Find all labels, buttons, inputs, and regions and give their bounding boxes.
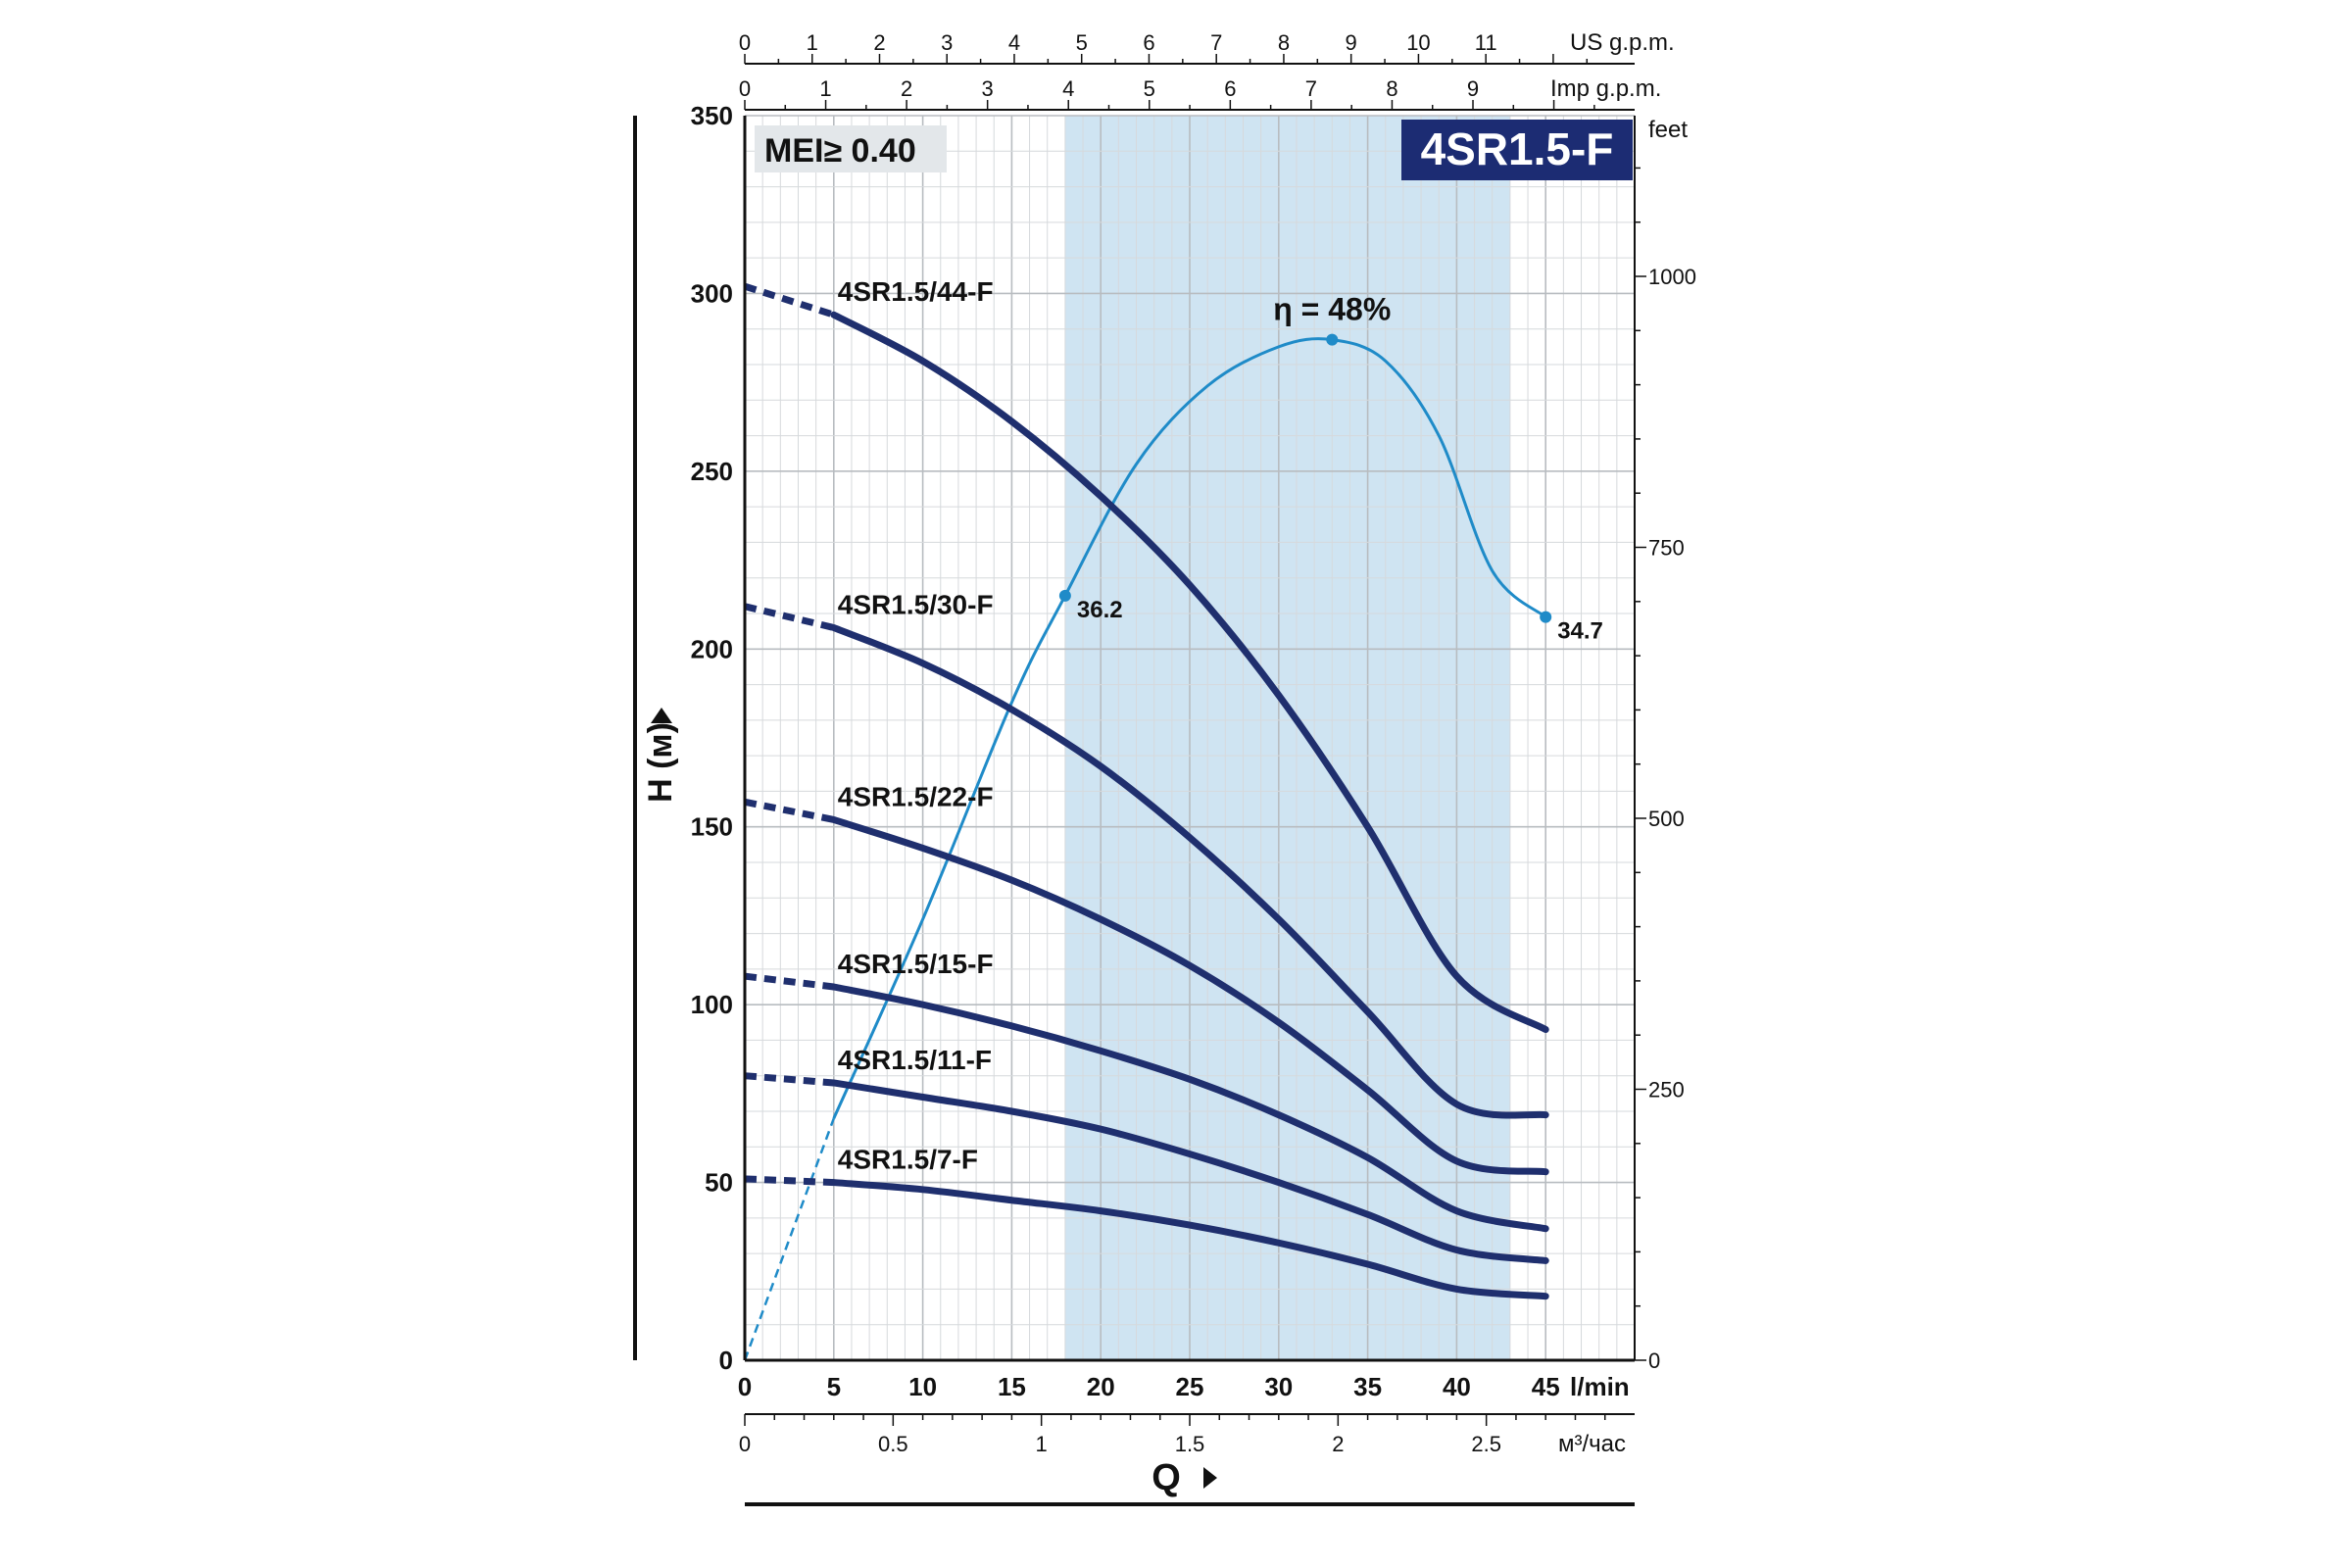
mei-badge: MEI≥ 0.40 — [764, 132, 916, 170]
axes — [633, 54, 1646, 1506]
efficiency-point — [1540, 611, 1552, 623]
title-background — [1401, 120, 1633, 180]
series-label: 4SR1.5/30-F — [838, 590, 994, 620]
y-axis-arrow-icon — [651, 708, 672, 723]
x-axis-title: Q — [1152, 1457, 1181, 1498]
x-unit-label: l/min — [1570, 1372, 1630, 1401]
us-gpm-tick-label: 0 — [739, 30, 751, 55]
y-tick-label: 100 — [691, 990, 733, 1019]
feet-unit-label: feet — [1648, 117, 1688, 143]
us-gpm-tick-label: 5 — [1076, 30, 1088, 55]
imp-gpm-tick-label: 7 — [1305, 76, 1317, 101]
series-dashed-line — [744, 798, 835, 823]
imp-gpm-tick-label: 4 — [1062, 76, 1074, 101]
series-label: 4SR1.5/7-F — [838, 1145, 978, 1175]
feet-tick-label: 500 — [1648, 807, 1685, 831]
series-dashed-line — [744, 1175, 834, 1187]
series-dashed-line — [744, 1072, 835, 1087]
m3h-tick-label: 1 — [1036, 1432, 1048, 1456]
imp-gpm-tick-label: 3 — [982, 76, 994, 101]
x-tick-label: 15 — [998, 1372, 1026, 1401]
m3h-tick-label: 0 — [739, 1432, 751, 1456]
feet-tick-label: 1000 — [1648, 265, 1696, 289]
series-line — [830, 1179, 1549, 1300]
imp-gpm-tick-label: 6 — [1224, 76, 1236, 101]
imp-gpm-tick-label: 8 — [1386, 76, 1397, 101]
series-dashed-line — [743, 282, 835, 318]
y-axis-title: H (м) — [642, 722, 679, 803]
series-label: 4SR1.5/15-F — [838, 949, 994, 979]
series-line — [830, 311, 1549, 1034]
efficiency-point — [1326, 333, 1339, 346]
m3h-tick-label: 1.5 — [1175, 1432, 1205, 1456]
y-tick-label: 200 — [691, 634, 733, 663]
y-tick-label: 0 — [719, 1346, 733, 1375]
grid — [744, 115, 1636, 1361]
x-tick-label: 0 — [738, 1372, 752, 1401]
y-tick-label: 350 — [691, 101, 733, 130]
us-gpm-tick-label: 2 — [873, 30, 885, 55]
x-tick-label: 10 — [908, 1372, 937, 1401]
y-tick-label: 250 — [691, 457, 733, 486]
m3h-tick-label: 2 — [1332, 1432, 1344, 1456]
us-gpm-tick-label: 11 — [1475, 30, 1497, 55]
us-gpm-tick-label: 7 — [1210, 30, 1222, 55]
efficiency-label: η = 48% — [1273, 292, 1391, 327]
series-line — [830, 1079, 1549, 1264]
us-gpm-tick-label: 4 — [1008, 30, 1020, 55]
series-line — [830, 815, 1549, 1176]
imp-gpm-tick-label: 5 — [1144, 76, 1155, 101]
us-gpm-tick-label: 9 — [1346, 30, 1357, 55]
series-dashed-line — [744, 972, 835, 991]
m3h-unit-label: м³/час — [1558, 1431, 1626, 1457]
chart-title: 4SR1.5-F — [1421, 123, 1614, 174]
us-gpm-tick-label: 8 — [1278, 30, 1290, 55]
efficiency-curve — [832, 337, 1547, 1119]
efficiency-point-label: 34.7 — [1557, 618, 1603, 645]
series-line — [830, 983, 1549, 1233]
series-label: 4SR1.5/22-F — [838, 781, 994, 811]
feet-tick-label: 750 — [1648, 536, 1685, 561]
x-tick-label: 30 — [1264, 1372, 1293, 1401]
x-tick-label: 40 — [1443, 1372, 1471, 1401]
best-efficiency-band — [1064, 116, 1510, 1360]
us-gpm-tick-label: 6 — [1143, 30, 1154, 55]
x-tick-label: 25 — [1176, 1372, 1204, 1401]
x-tick-label: 5 — [827, 1372, 841, 1401]
m3h-tick-label: 2.5 — [1471, 1432, 1501, 1456]
imp-gpm-tick-label: 0 — [739, 76, 751, 101]
x-tick-label: 45 — [1532, 1372, 1560, 1401]
series-dashed-line — [744, 603, 835, 631]
x-axis-arrow-icon — [1203, 1467, 1217, 1489]
series-label: 4SR1.5/11-F — [838, 1045, 992, 1075]
series-line — [830, 624, 1549, 1119]
us-gpm-tick-label: 1 — [807, 30, 818, 55]
y-tick-label: 150 — [691, 812, 733, 842]
us-gpm-unit-label: US g.p.m. — [1570, 29, 1675, 56]
y-tick-label: 300 — [691, 278, 733, 308]
efficiency-point-label: 36.2 — [1077, 597, 1123, 623]
m3h-tick-label: 0.5 — [878, 1432, 908, 1456]
us-gpm-tick-label: 3 — [941, 30, 953, 55]
feet-tick-label: 250 — [1648, 1078, 1685, 1102]
imp-gpm-tick-label: 9 — [1467, 76, 1479, 101]
y-tick-label: 50 — [705, 1168, 733, 1198]
us-gpm-tick-label: 10 — [1406, 30, 1430, 55]
x-tick-label: 35 — [1353, 1372, 1382, 1401]
series-label: 4SR1.5/44-F — [838, 276, 994, 307]
feet-tick-label: 0 — [1648, 1348, 1660, 1373]
mei-badge-background — [755, 125, 947, 172]
curves — [743, 282, 1552, 1361]
efficiency-point — [1058, 589, 1071, 602]
imp-gpm-tick-label: 1 — [819, 76, 831, 101]
imp-gpm-tick-label: 2 — [901, 76, 912, 101]
imp-gpm-unit-label: Imp g.p.m. — [1550, 75, 1661, 102]
x-tick-label: 20 — [1087, 1372, 1115, 1401]
